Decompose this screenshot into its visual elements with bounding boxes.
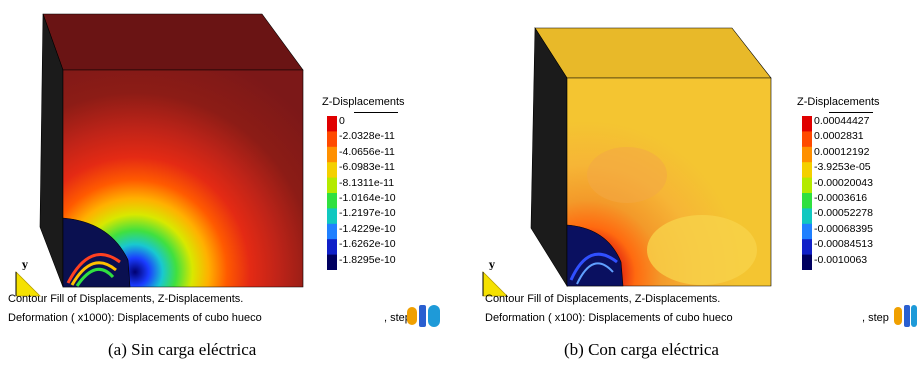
legend-value: 0.00044427 <box>814 115 870 127</box>
cube-top-face <box>534 27 772 79</box>
info-line-2: Deformation ( x1000): Displacements of c… <box>8 312 262 324</box>
axis-y-label: y <box>489 260 495 271</box>
info-line-1: Contour Fill of Displacements, Z-Displac… <box>485 293 721 305</box>
caption-a: (a) Sin carga eléctrica <box>108 340 257 359</box>
legend-colorbar <box>802 116 812 270</box>
info-line-1: Contour Fill of Displacements, Z-Displac… <box>8 293 244 305</box>
legend-value: -2.0328e-11 <box>339 130 395 143</box>
step-label: , step <box>384 312 411 324</box>
legend-value: -0.00068395 <box>814 222 873 235</box>
cube-front-face <box>62 69 304 288</box>
legend-title: Z-Displacements <box>322 96 405 108</box>
legend-value: -0.00084513 <box>814 238 873 251</box>
legend-value: 0.00012192 <box>814 145 870 158</box>
legend-title: Z-Displacements <box>797 96 880 108</box>
legend-value: -1.0164e-10 <box>339 192 396 204</box>
axis-y-label: y <box>22 260 28 271</box>
info-line-2: Deformation ( x100): Displacements of cu… <box>485 312 733 324</box>
legend-value: -6.0983e-11 <box>339 161 395 174</box>
cube-top-face <box>42 13 304 71</box>
legend-value: -3.9253e-05 <box>814 161 871 174</box>
legend-b: Z-Displacements 0.00044427 0.0002831 0.0… <box>797 96 880 270</box>
legend-value: -0.0003616 <box>814 192 868 204</box>
legend-value: -0.0010063 <box>814 253 868 266</box>
legend-value: -4.0656e-11 <box>339 145 395 158</box>
cube-plot-a <box>39 13 304 288</box>
legend-value: -1.8295e-10 <box>339 253 396 266</box>
panel-con-carga: Z-Displacements 0.00044427 0.0002831 0.0… <box>467 0 917 376</box>
legend-value: 0.0002831 <box>814 130 864 143</box>
cube-plot-b <box>530 27 772 288</box>
legend-value: -1.6262e-10 <box>339 238 396 251</box>
legend-value: -0.00052278 <box>814 207 873 220</box>
legend-value: -0.00020043 <box>814 176 873 189</box>
gid-logo-icon <box>894 305 917 327</box>
panel-sin-carga: Z-Displacements 0 -2.0328e-11 -4.0656e-1… <box>0 0 450 376</box>
legend-colorbar <box>327 116 337 270</box>
caption-b: (b) Con carga eléctrica <box>564 340 719 359</box>
legend-a: Z-Displacements 0 -2.0328e-11 -4.0656e-1… <box>322 96 405 270</box>
legend-value: 0 <box>339 115 345 127</box>
legend-value: -8.1311e-11 <box>339 176 395 189</box>
gid-logo-icon <box>407 305 440 327</box>
step-label: , step <box>862 312 889 324</box>
axes-triad-icon <box>15 271 41 297</box>
axes-triad-icon <box>482 271 508 297</box>
legend-value: -1.4229e-10 <box>339 222 396 235</box>
hollow-quarter <box>62 217 131 288</box>
legend-value: -1.2197e-10 <box>339 207 396 220</box>
